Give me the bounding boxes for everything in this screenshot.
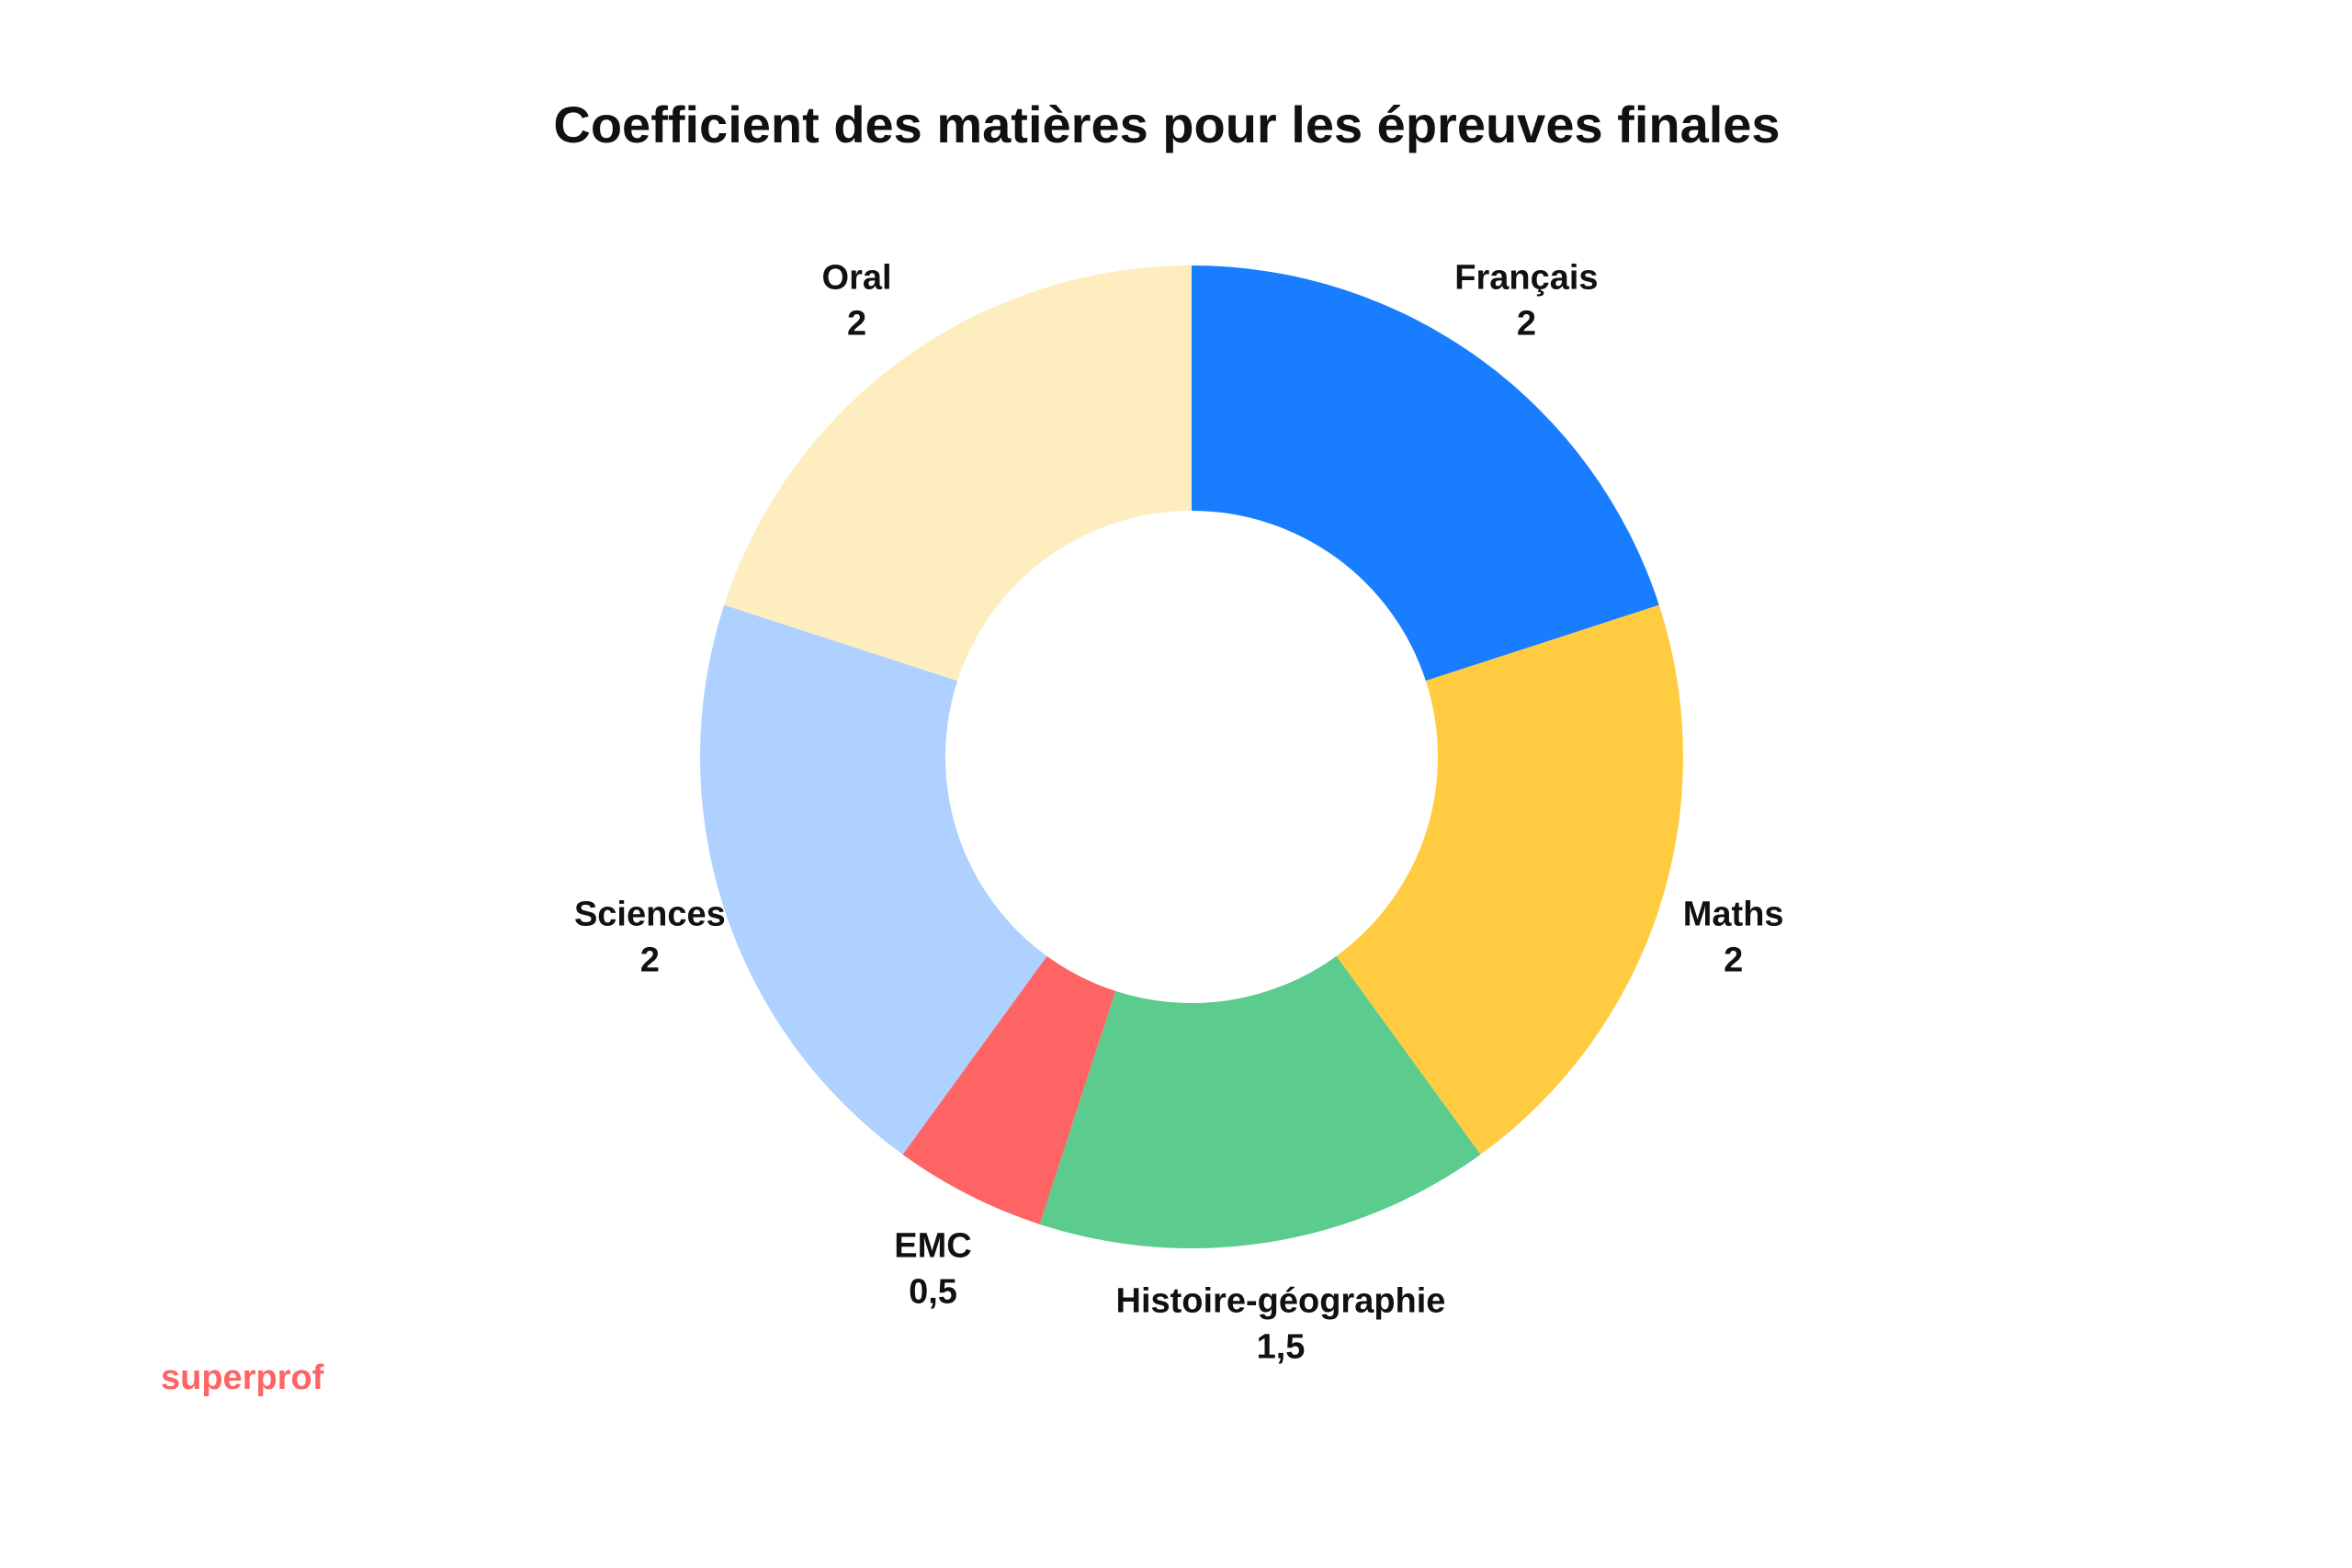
slice-francais xyxy=(1192,265,1659,682)
slices-group xyxy=(700,265,1683,1249)
labels-group: Français 2 Maths 2 Histoire-géographie 1,5 EMC… xyxy=(574,258,1784,1366)
slice-category-label: Français xyxy=(1454,258,1598,297)
slice-sciences xyxy=(700,604,1047,1155)
chart-title: Coefficient des matières pour les épreuv… xyxy=(553,96,1780,153)
slice-category-label: Maths xyxy=(1683,896,1784,934)
slice-oral xyxy=(724,265,1192,682)
slice-category-label: Histoire-géographie xyxy=(1116,1281,1446,1320)
slice-histoire-geographie xyxy=(1039,955,1481,1249)
slice-label-emc: EMC 0,5 xyxy=(894,1226,971,1311)
slice-value-label: 0,5 xyxy=(909,1272,957,1311)
slice-label-maths: Maths 2 xyxy=(1683,896,1784,980)
slice-emc xyxy=(902,955,1116,1224)
superprof-logo: superprof xyxy=(161,1359,324,1397)
slice-label-oral: Oral 2 xyxy=(822,258,892,343)
slice-value-label: 2 xyxy=(847,304,866,343)
slice-label-sciences: Sciences 2 xyxy=(574,896,726,980)
slice-value-label: 1,5 xyxy=(1257,1327,1306,1366)
slice-label-histoire-geographie: Histoire-géographie 1,5 xyxy=(1116,1281,1446,1366)
slice-value-label: 2 xyxy=(640,942,660,980)
slice-value-label: 2 xyxy=(1724,942,1743,980)
slice-category-label: EMC xyxy=(894,1226,971,1265)
slice-value-label: 2 xyxy=(1517,304,1536,343)
slice-category-label: Oral xyxy=(822,258,892,297)
slice-category-label: Sciences xyxy=(574,896,726,934)
slice-maths xyxy=(1336,604,1683,1155)
slice-label-francais: Français 2 xyxy=(1454,258,1598,343)
